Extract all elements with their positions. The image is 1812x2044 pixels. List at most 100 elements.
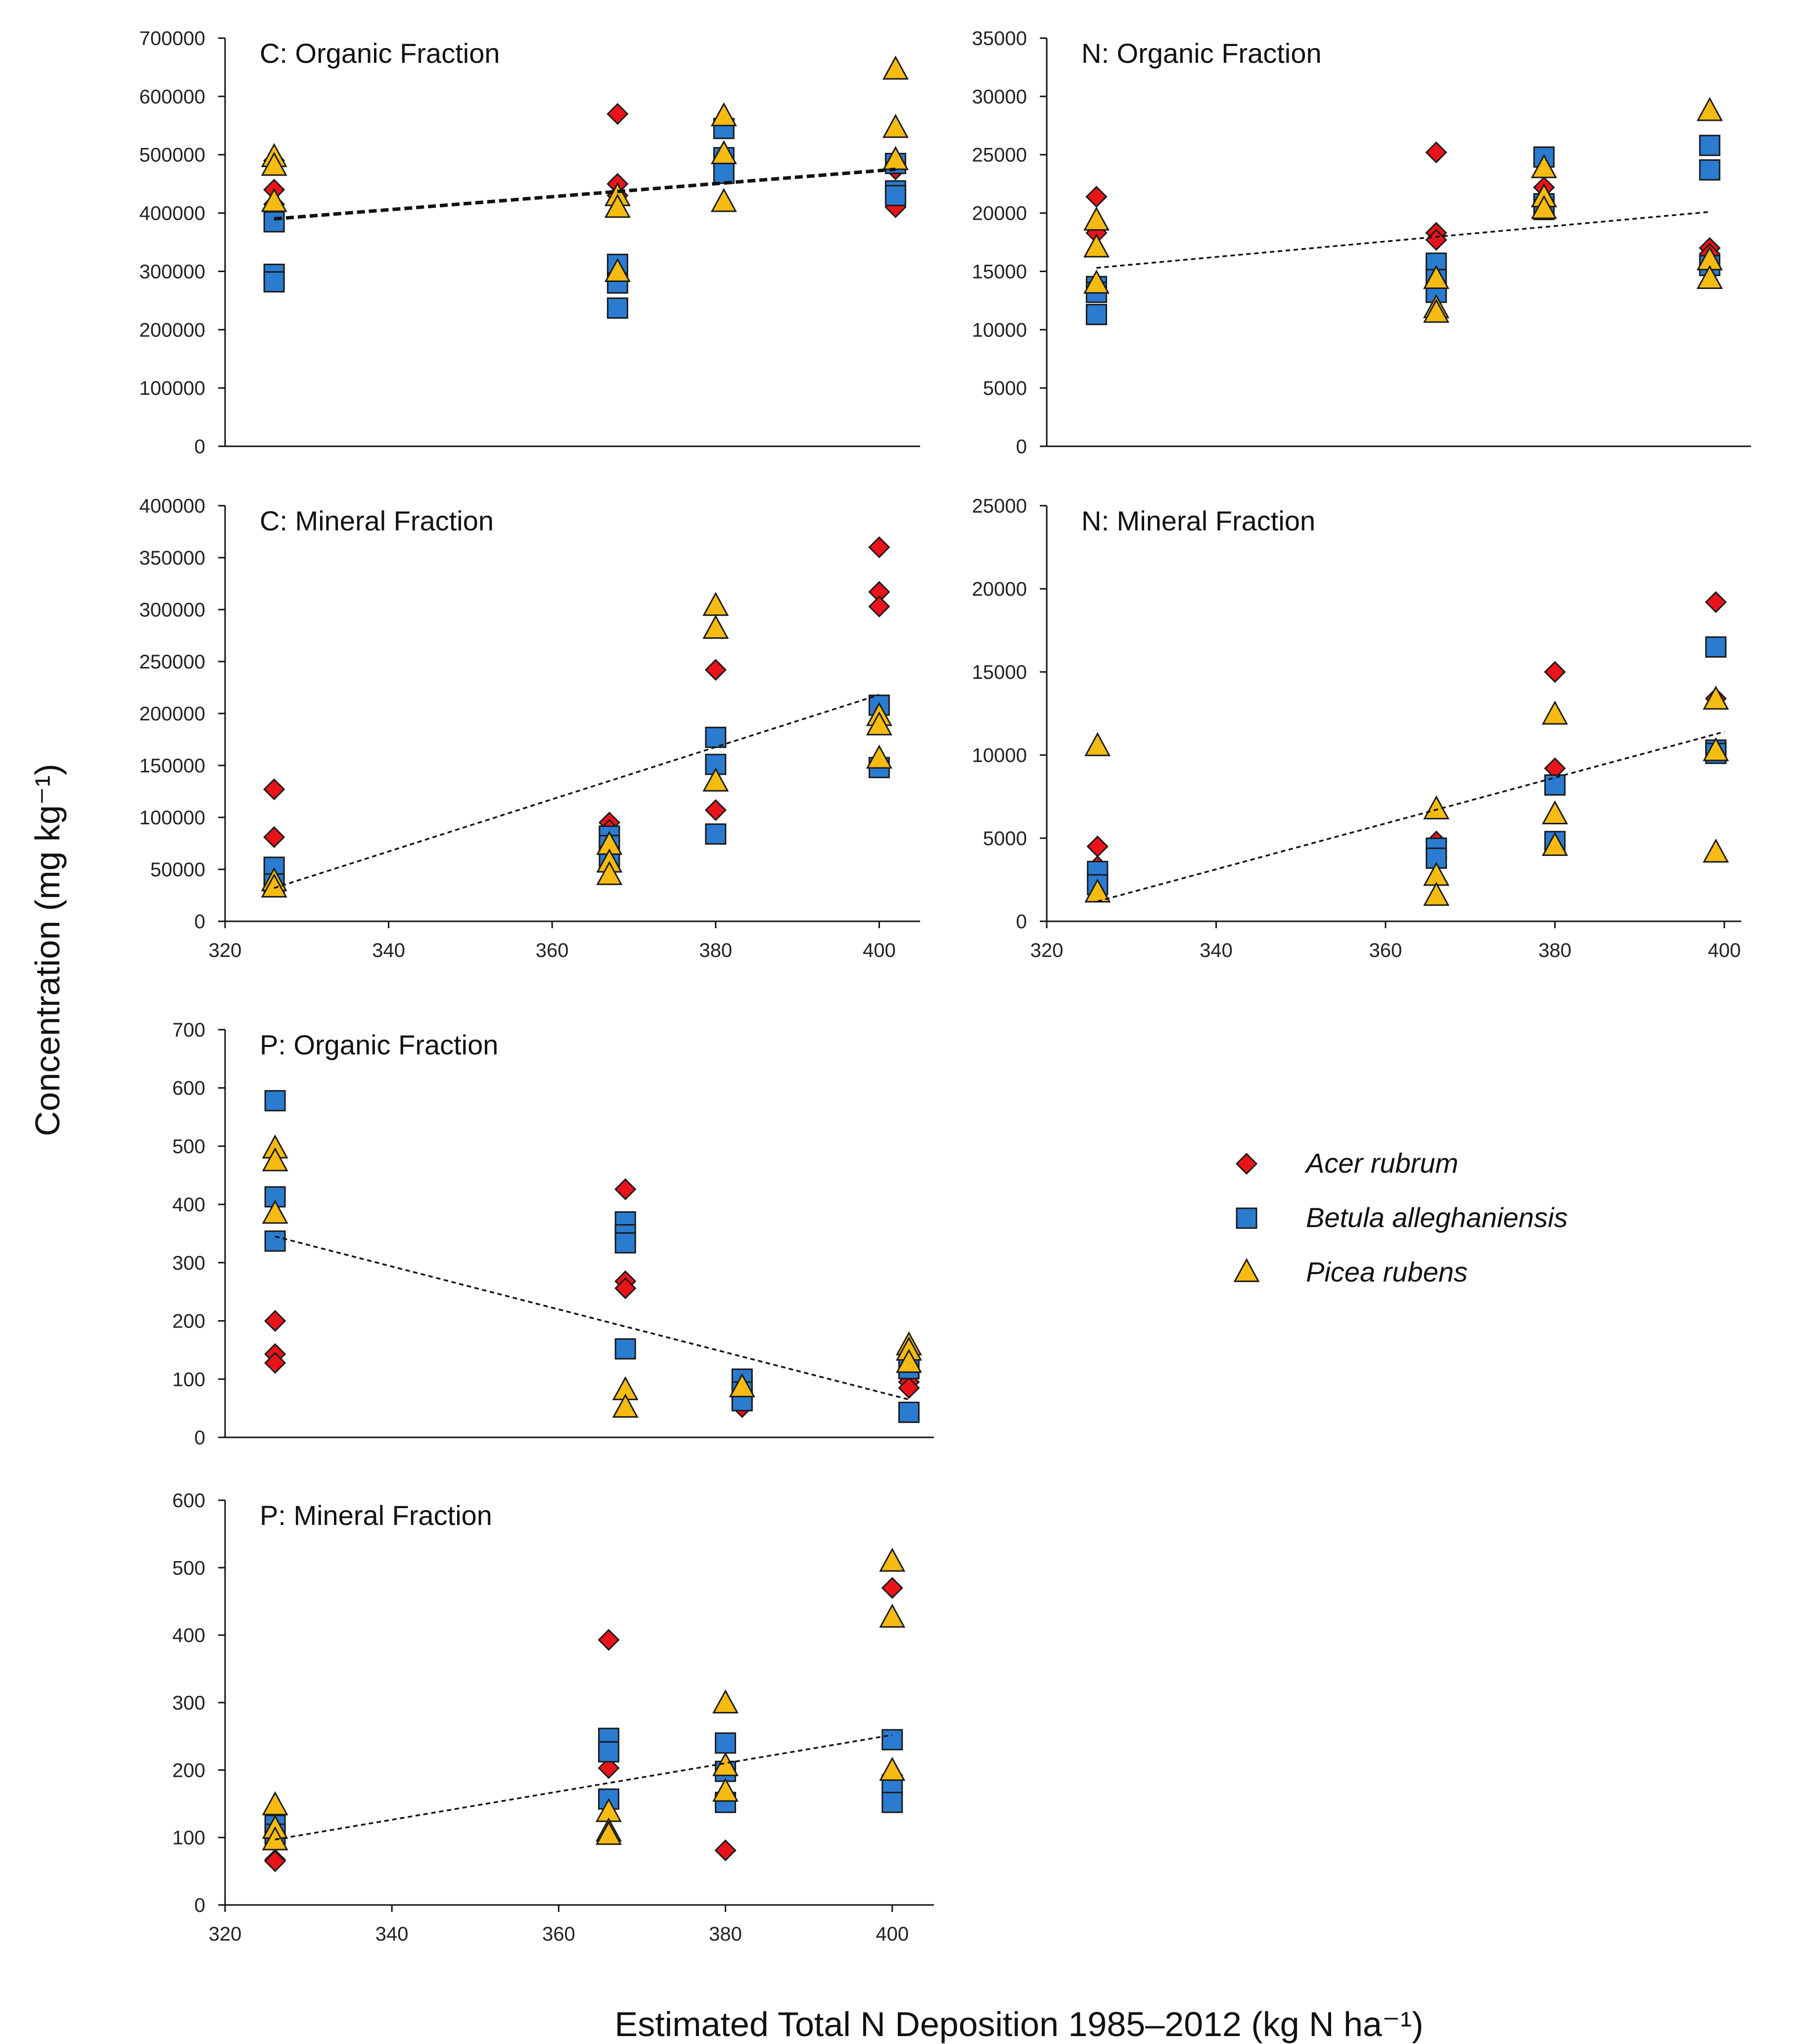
y-tick-label: 20000	[972, 578, 1027, 600]
x-tick-label: 340	[372, 940, 405, 961]
data-point-square	[1699, 159, 1720, 181]
x-tick-label: 380	[699, 940, 732, 961]
data-point-diamond	[264, 1352, 286, 1374]
data-point-triangle	[595, 1821, 622, 1845]
data-point-square	[264, 1186, 286, 1208]
y-tick-label: 5000	[983, 378, 1027, 399]
x-tick-label: 400	[1708, 940, 1741, 961]
data-point-triangle	[879, 1547, 906, 1572]
data-point-triangle	[866, 744, 892, 769]
data-point-triangle	[1541, 700, 1568, 725]
trend-line	[1096, 211, 1710, 269]
y-tick-label: 35000	[972, 28, 1027, 49]
data-point-triangle	[1084, 732, 1111, 757]
series-picea-rubens	[1083, 96, 1723, 323]
data-point-triangle	[261, 873, 287, 898]
y-tick-label: 0	[1016, 911, 1027, 933]
data-point-triangle	[879, 1604, 906, 1628]
data-point-square	[1699, 135, 1720, 156]
y-tick-label: 25000	[972, 495, 1027, 517]
data-point-triangle	[1541, 832, 1568, 856]
y-tick-label: 500	[172, 1557, 205, 1579]
data-point-triangle	[596, 861, 623, 885]
series-picea-rubens	[261, 592, 892, 898]
data-point-triangle	[710, 188, 737, 212]
data-point-square	[264, 1090, 286, 1112]
data-point-triangle	[604, 193, 631, 218]
data-point-diamond	[1705, 591, 1727, 614]
y-tick-label: 250000	[139, 651, 205, 673]
data-point-square	[715, 1732, 737, 1754]
data-point-triangle	[1531, 154, 1557, 179]
x-tick-label: 360	[542, 1923, 575, 1945]
panel-p-mineral: 0 100 200 300 400 500 600 320 340 360 380 400 P: Min…	[172, 1490, 934, 1945]
data-point-square	[1426, 847, 1447, 869]
panel-title: C: Mineral Fraction	[260, 505, 494, 536]
series-betula-alleghaniensis	[264, 1727, 903, 1845]
y-tick-label: 300	[172, 1692, 205, 1714]
x-tick-label: 320	[1030, 940, 1064, 961]
data-point-triangle	[712, 1752, 739, 1776]
data-point-triangle	[882, 55, 909, 80]
y-tick-label: 100	[172, 1369, 205, 1390]
legend-item-betula-alleghaniensis: Betula alleghaniensis	[1236, 1202, 1568, 1233]
data-point-triangle	[710, 102, 737, 127]
data-point-diamond	[898, 1377, 920, 1399]
series-acer-rubrum	[264, 1577, 903, 1872]
data-point-triangle	[1083, 269, 1110, 294]
data-point-square	[614, 1338, 636, 1360]
data-point-triangle	[879, 1757, 906, 1781]
data-point-triangle	[261, 188, 287, 212]
data-point-triangle	[1423, 265, 1449, 289]
series-betula-alleghaniensis	[264, 1090, 920, 1423]
data-point-square	[898, 1401, 920, 1423]
data-point-triangle	[1084, 878, 1111, 903]
x-tick-label: 360	[536, 940, 569, 961]
data-point-triangle	[712, 1689, 739, 1713]
x-tick-label: 380	[1538, 940, 1572, 961]
trend-line	[275, 1236, 909, 1401]
y-tick-label: 100000	[139, 378, 205, 399]
y-tick-label: 400000	[139, 495, 205, 517]
trend-line	[274, 167, 896, 221]
data-point-square	[1705, 636, 1727, 658]
y-tick-label: 15000	[972, 261, 1027, 283]
panel-p-organic: 0 100 200 300 400 500 600 700 P: Organic Fractio…	[172, 1019, 934, 1449]
data-point-triangle	[702, 767, 729, 792]
data-point-diamond	[606, 103, 629, 125]
trend-line	[275, 1734, 892, 1841]
series-acer-rubrum	[263, 536, 890, 895]
y-tick-label: 300000	[139, 261, 205, 283]
y-tick-label: 600	[172, 1078, 205, 1099]
data-point-square	[263, 271, 285, 293]
legend-marker-triangle	[1233, 1258, 1260, 1283]
y-tick-label: 600	[172, 1490, 205, 1512]
series-acer-rubrum	[1085, 141, 1721, 265]
x-tick-label: 380	[709, 1923, 742, 1945]
data-point-triangle	[895, 1348, 922, 1373]
panel-title: P: Mineral Fraction	[260, 1500, 492, 1531]
data-point-triangle	[710, 140, 737, 164]
data-point-square	[882, 1792, 903, 1813]
data-point-triangle	[262, 1199, 288, 1224]
data-point-square	[705, 823, 727, 845]
data-point-square	[598, 1741, 620, 1763]
data-point-triangle	[882, 114, 909, 138]
x-axis-label: Estimated Total N Deposition 1985–2012 (…	[615, 2005, 1424, 2044]
data-point-square	[884, 185, 906, 206]
y-tick-label: 600000	[139, 86, 205, 108]
x-tick-label: 340	[375, 1923, 409, 1945]
panel-c-organic: 0 100000 200000 300000 400000 500000 600000 700…	[139, 28, 920, 458]
y-tick-label: 10000	[972, 319, 1027, 341]
data-point-triangle	[612, 1393, 639, 1418]
data-point-square	[263, 211, 285, 233]
x-tick-label: 340	[1200, 940, 1233, 961]
data-point-diamond	[1086, 835, 1109, 857]
x-tick-label: 400	[863, 940, 896, 961]
data-point-diamond	[264, 1850, 286, 1872]
y-tick-label: 400000	[139, 203, 205, 225]
y-tick-label: 500000	[139, 144, 205, 166]
legend-label: Betula alleghaniensis	[1306, 1202, 1568, 1233]
data-point-triangle	[702, 615, 729, 639]
series-betula-alleghaniensis	[1086, 135, 1720, 326]
